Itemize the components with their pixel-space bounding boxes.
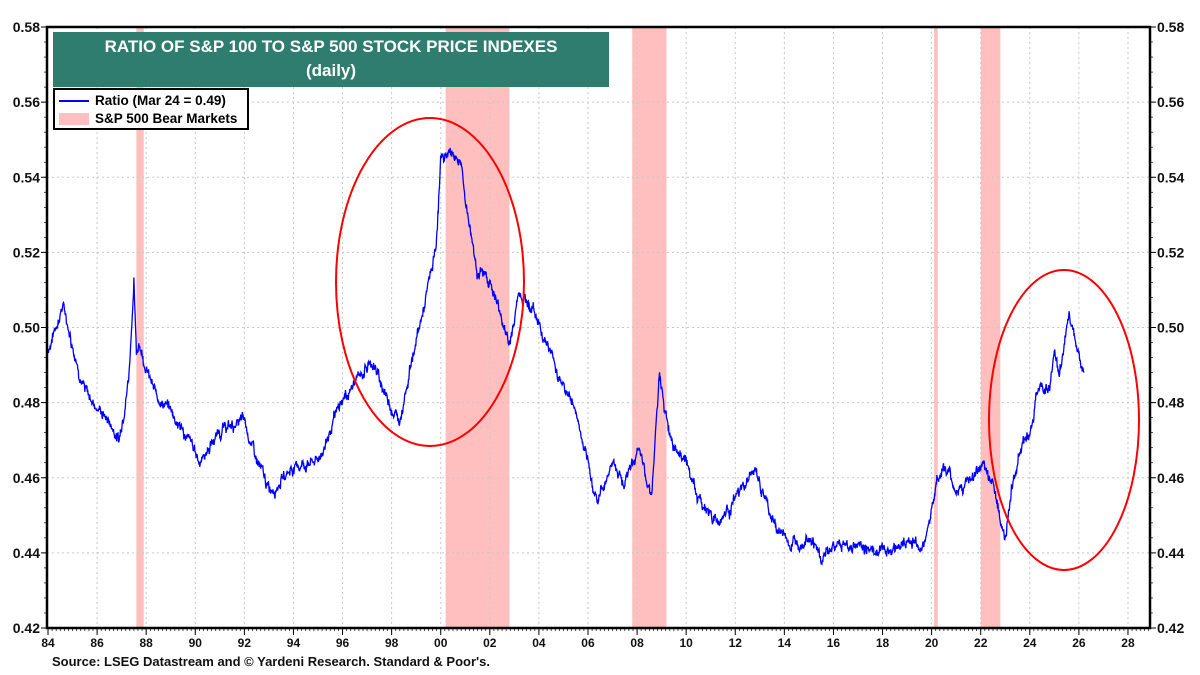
y-tick-label-left: 0.52: [13, 244, 40, 260]
x-tick-label: 98: [385, 636, 399, 650]
x-tick-label: 08: [630, 636, 644, 650]
x-tick-label: 86: [90, 636, 104, 650]
ratio-series-line: [47, 147, 1085, 566]
x-tick-label: 96: [336, 636, 350, 650]
bear-market-bands: [136, 27, 1001, 628]
y-tick-label-right: 0.54: [1157, 169, 1184, 185]
y-tick-label-right: 0.42: [1157, 620, 1184, 636]
annotation-ellipse: [988, 269, 1140, 571]
chart-title: RATIO OF S&P 100 TO S&P 500 STOCK PRICE …: [104, 37, 558, 56]
annotations: [335, 117, 1140, 571]
y-tick-label-right: 0.50: [1157, 320, 1184, 336]
y-tick-label-left: 0.56: [13, 94, 40, 110]
legend-label: Ratio (Mar 24 = 0.49): [95, 93, 226, 108]
x-tick-label: 20: [925, 636, 939, 650]
y-tick-label-left: 0.46: [13, 470, 40, 486]
x-tick-label: 16: [827, 636, 841, 650]
x-tick-label: 14: [778, 636, 792, 650]
y-tick-label-left: 0.48: [13, 395, 40, 411]
legend-item-bear-markets: S&P 500 Bear Markets: [59, 110, 237, 128]
x-tick-label: 06: [581, 636, 595, 650]
bear-market-band: [934, 27, 938, 628]
legend-item-ratio: Ratio (Mar 24 = 0.49): [59, 92, 226, 110]
y-tick-label-right: 0.56: [1157, 94, 1184, 110]
plot-frame: [45, 25, 1152, 630]
y-tick-label-left: 0.58: [13, 19, 40, 35]
chart-title-box: RATIO OF S&P 100 TO S&P 500 STOCK PRICE …: [53, 32, 609, 87]
x-tick-label: 10: [679, 636, 693, 650]
legend-line-swatch: [59, 100, 89, 103]
bear-market-band: [136, 27, 144, 628]
x-tick-label: 24: [1023, 636, 1037, 650]
x-tick-label: 00: [434, 636, 448, 650]
annotation-ellipse: [335, 117, 525, 447]
y-tick-label-left: 0.42: [13, 620, 40, 636]
tick-labels: 84 86 88 90 92 94 96 98 00 02 04 06 08 10 12 14 16 18 20 22…: [13, 19, 1185, 650]
legend: Ratio (Mar 24 = 0.49) S&P 500 Bear Marke…: [53, 88, 249, 130]
y-tick-label-right: 0.58: [1157, 19, 1184, 35]
legend-band-swatch: [59, 113, 89, 126]
x-tick-label: 28: [1121, 636, 1135, 650]
x-tick-label: 12: [729, 636, 743, 650]
x-tick-label: 18: [876, 636, 890, 650]
source-note: Source: LSEG Datastream and © Yardeni Re…: [52, 654, 490, 669]
gridlines: [47, 27, 1150, 628]
legend-label: S&P 500 Bear Markets: [95, 111, 238, 126]
y-tick-label-right: 0.46: [1157, 470, 1184, 486]
y-tick-label-right: 0.52: [1157, 244, 1184, 260]
y-tick-label-right: 0.44: [1157, 545, 1184, 561]
x-tick-label: 22: [974, 636, 988, 650]
x-tick-label: 94: [287, 636, 301, 650]
x-tick-label: 84: [41, 636, 55, 650]
y-tick-label-left: 0.50: [13, 320, 40, 336]
x-tick-label: 02: [483, 636, 497, 650]
y-tick-label-left: 0.54: [13, 169, 40, 185]
x-tick-label: 88: [140, 636, 154, 650]
y-tick-label-right: 0.48: [1157, 395, 1184, 411]
y-tick-label-left: 0.44: [13, 545, 40, 561]
x-tick-label: 26: [1072, 636, 1086, 650]
x-tick-label: 90: [189, 636, 203, 650]
chart-subtitle: (daily): [305, 61, 357, 80]
x-tick-label: 04: [532, 636, 546, 650]
x-tick-label: 92: [238, 636, 252, 650]
